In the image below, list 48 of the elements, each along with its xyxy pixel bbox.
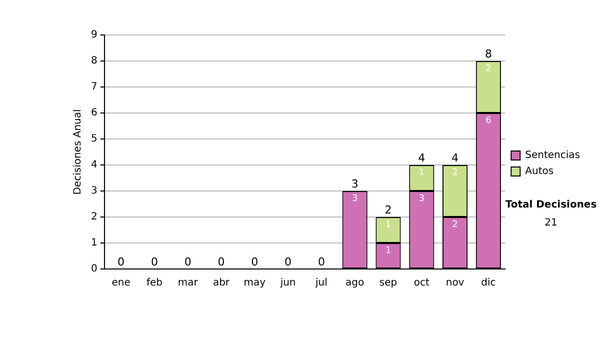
y-tick-label: 9	[90, 30, 98, 41]
total-label: 4	[418, 151, 426, 164]
y-tick-label: 3	[90, 186, 98, 197]
total-label: 0	[284, 255, 292, 268]
total-label: 3	[351, 177, 358, 190]
y-axis-title: Decisiones Anual	[72, 109, 84, 195]
x-tick-label: dic	[481, 278, 496, 289]
y-tick-label: 6	[90, 108, 98, 119]
y-tick-label: 1	[90, 238, 98, 249]
total-label: 2	[384, 203, 392, 216]
x-tick-label: jul	[314, 278, 328, 289]
total-label: 0	[150, 255, 158, 268]
data-label: 1	[418, 168, 425, 178]
x-tick-label: ene	[112, 278, 130, 289]
x-tick-label: jun	[279, 278, 296, 289]
y-tick-label: 4	[90, 160, 98, 171]
legend-label: Autos	[525, 166, 554, 178]
y-tick-label: 0	[90, 264, 98, 275]
legend-label: Sentencias	[525, 150, 580, 162]
data-label: 6	[486, 116, 492, 126]
data-label: 2	[452, 168, 458, 178]
data-label: 2	[452, 220, 458, 230]
total-label: 0	[118, 255, 125, 268]
x-tick-label: sep	[379, 278, 398, 289]
total-label: 0	[184, 255, 192, 268]
x-tick-label: abr	[212, 278, 230, 289]
y-tick-label: 8	[90, 56, 98, 67]
total-label: 0	[318, 255, 325, 268]
text: 21	[544, 218, 558, 229]
total-label: 0	[218, 255, 225, 268]
x-tick-label: ago	[346, 278, 364, 289]
x-tick-label: oct	[414, 278, 430, 289]
data-label: 1	[385, 246, 392, 256]
data-label: 1	[385, 220, 392, 230]
y-tick-label: 7	[90, 82, 98, 93]
total-label: 4	[452, 151, 459, 164]
data-label: 3	[418, 194, 425, 204]
y-tick-label: 5	[90, 134, 98, 145]
x-tick-label: nov	[446, 278, 464, 289]
total-label: 8	[484, 47, 492, 60]
y-tick-label: 2	[90, 212, 98, 223]
total-label: 0	[251, 255, 258, 268]
data-label: 2	[486, 64, 492, 74]
x-tick-label: feb	[146, 278, 162, 289]
x-tick-label: mar	[178, 278, 199, 289]
text: Total Decisiones	[505, 200, 597, 211]
data-label: 3	[352, 194, 358, 204]
x-tick-label: may	[244, 278, 266, 289]
